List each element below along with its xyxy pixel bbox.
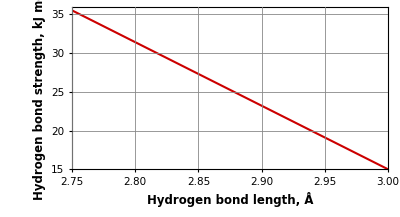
- X-axis label: Hydrogen bond length, Å: Hydrogen bond length, Å: [147, 192, 313, 207]
- Y-axis label: Hydrogen bond strength, kJ mol⁻¹: Hydrogen bond strength, kJ mol⁻¹: [32, 0, 46, 200]
